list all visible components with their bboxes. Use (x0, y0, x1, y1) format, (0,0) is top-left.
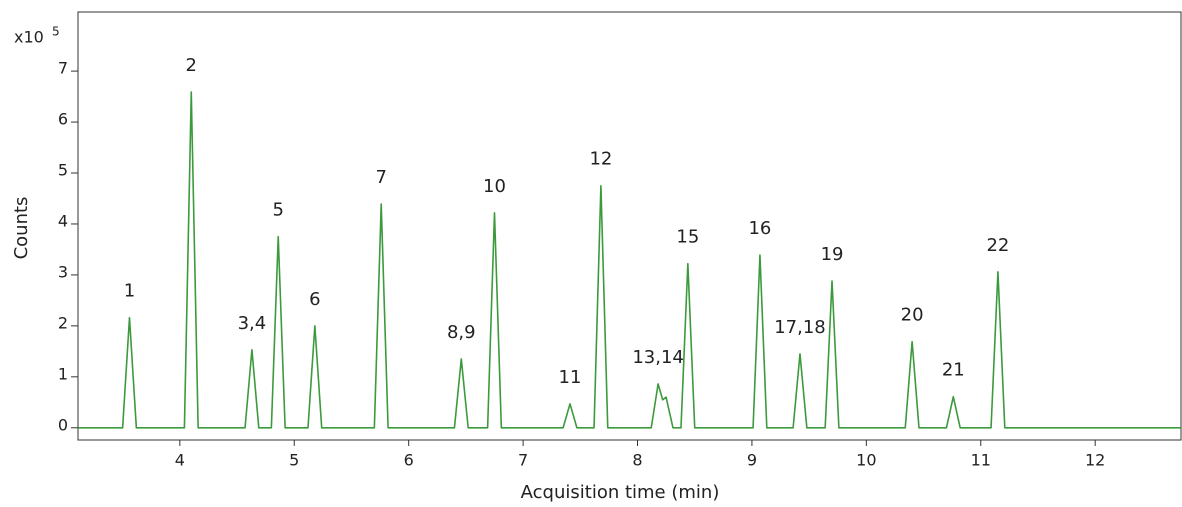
x-tick-label: 5 (289, 451, 299, 470)
y-tick-label: 1 (58, 364, 68, 383)
peak-label: 22 (986, 235, 1009, 256)
y-tick-label: 3 (58, 262, 68, 281)
plot-frame (77, 11, 1182, 441)
y-multiplier-base: x10 (14, 28, 44, 47)
x-tick-label: 6 (404, 451, 414, 470)
y-tick-label: 7 (58, 59, 68, 78)
y-multiplier-exponent: 5 (52, 25, 60, 39)
peak-label: 2 (186, 55, 197, 76)
peak-label: 6 (309, 289, 320, 310)
x-tick-label: 11 (971, 451, 991, 470)
peak-label: 15 (676, 227, 699, 248)
x-axis-title: Acquisition time (min) (521, 482, 720, 503)
peak-label: 21 (942, 360, 965, 381)
x-tick-label: 9 (747, 451, 757, 470)
peak-label: 7 (375, 167, 386, 188)
y-tick-label: 0 (58, 415, 68, 434)
peak-label: 12 (589, 149, 612, 170)
peak-label: 10 (483, 176, 506, 197)
x-tick-label: 4 (175, 451, 185, 470)
peak-label: 5 (273, 200, 284, 221)
y-tick-label: 2 (58, 313, 68, 332)
peak-label: 16 (748, 218, 771, 239)
trace (78, 91, 1181, 429)
peak-label: 11 (559, 367, 582, 388)
y-tick-label: 4 (58, 211, 68, 230)
x-tick-label: 7 (518, 451, 528, 470)
x-tick-label: 8 (632, 451, 642, 470)
x-tick-label: 12 (1085, 451, 1105, 470)
x-tick-label: 10 (856, 451, 876, 470)
peak-label: 20 (901, 305, 924, 326)
peak-label: 19 (821, 244, 844, 265)
peak-label: 3,4 (238, 313, 267, 334)
y-tick-label: 5 (58, 161, 68, 180)
peak-label: 13,14 (632, 347, 684, 368)
peak-label: 17,18 (774, 317, 826, 338)
peak-label: 1 (124, 281, 135, 302)
y-axis-title: Counts (11, 197, 32, 260)
y-tick-label: 6 (58, 110, 68, 129)
peak-label: 8,9 (447, 322, 476, 343)
